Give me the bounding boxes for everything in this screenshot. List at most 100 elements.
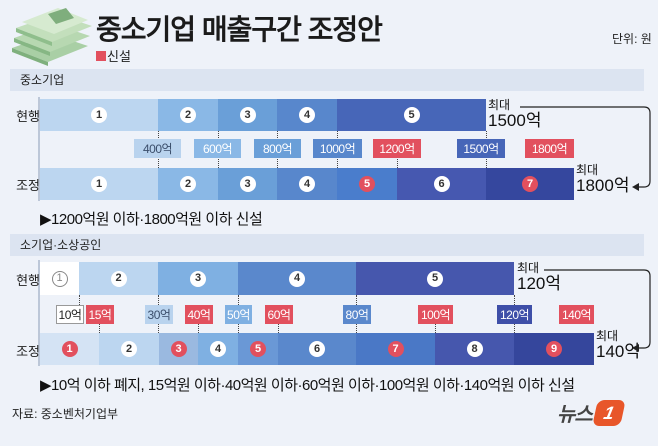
row-label-current: 현행: [16, 273, 40, 288]
bar-adjusted-sme: 1 2 3 4 5 6 7: [40, 168, 574, 200]
segment-number: 5: [427, 270, 443, 287]
legend-new: 신설: [96, 46, 131, 65]
segment-number: 1: [51, 270, 68, 287]
section-title-sme: 중소기업: [10, 69, 644, 91]
page-title: 중소기업 매출구간 조정안: [96, 14, 383, 45]
segment: 4: [198, 333, 238, 365]
threshold-tag: 1000억: [313, 139, 362, 158]
news1-logo: 뉴스 1: [557, 398, 626, 427]
segment: 2: [99, 333, 159, 365]
segment: 2: [158, 168, 218, 200]
logo-text: 뉴스: [557, 404, 593, 426]
segment-number: 1: [91, 107, 107, 123]
segment-number: 4: [299, 176, 315, 192]
money-stack-icon: [12, 8, 92, 66]
bar-current-sme: 1 2 3 4 5: [40, 99, 486, 131]
segment: 1: [40, 99, 158, 131]
segment-number-new: 5: [359, 176, 375, 192]
segment-new: 5: [238, 333, 278, 365]
segment-number: 3: [190, 270, 206, 287]
max-label: 최대: [517, 261, 540, 275]
source-text: 자료: 중소벤처기업부: [12, 407, 119, 421]
segment-number: 4: [289, 270, 305, 287]
segment-number: 2: [110, 270, 127, 287]
threshold-tag-new: 15억: [86, 305, 114, 324]
threshold-tag-new: 100억: [418, 305, 453, 324]
note-sme: ▶1200억원 이하·1800억원 이하 신설: [40, 211, 263, 228]
segment-number-new: 1: [61, 341, 78, 357]
segment: 3: [158, 262, 238, 295]
segment-number: 3: [239, 176, 256, 192]
segment-number: 2: [180, 107, 196, 123]
segment: 1: [40, 168, 158, 200]
threshold-tag: 1500억: [457, 139, 505, 158]
segment: 4: [238, 262, 356, 295]
segment-number: 1: [91, 176, 107, 192]
segment: 3: [218, 168, 277, 200]
segment-number: 2: [121, 341, 137, 357]
segment-number: 4: [210, 341, 226, 357]
row-label-current: 현행: [16, 109, 40, 124]
threshold-tag: 30억: [145, 305, 173, 324]
segment-number: 5: [403, 107, 420, 123]
segment-number-new: 7: [387, 341, 404, 357]
segment-number: 6: [309, 341, 325, 357]
max-current-sme: 최대 1500억: [488, 99, 541, 129]
tick: [435, 322, 436, 333]
segment: 4: [277, 99, 337, 131]
segment-new: 7: [486, 168, 574, 200]
max-adjusted-small-business: 최대 140억: [596, 330, 640, 360]
max-adjusted-sme: 최대 1800억: [576, 164, 629, 194]
row-label-adjusted: 조정: [16, 178, 40, 193]
max-label: 최대: [576, 163, 599, 177]
tick: [278, 322, 279, 333]
new-color-swatch-icon: [96, 50, 106, 61]
threshold-tag-new: 60억: [265, 305, 293, 324]
segment-new: 1: [40, 333, 99, 365]
segment-new: 5: [337, 168, 397, 200]
unit-label: 단위: 원: [612, 32, 652, 46]
threshold-tag-new: 140억: [559, 305, 594, 324]
arrow-icon: [544, 269, 651, 352]
segment-number-new: 7: [522, 176, 538, 192]
tick: [397, 159, 398, 168]
segment: 6: [397, 168, 486, 200]
bar-adjusted-small-business: 1 2 3 4 5 6 7 8 9: [40, 333, 594, 365]
segment: 5: [356, 262, 514, 295]
segment-number: 8: [466, 341, 483, 357]
axis-line: [38, 97, 40, 201]
segment: 5: [337, 99, 486, 131]
max-label: 최대: [596, 329, 619, 343]
tick: [198, 322, 199, 333]
threshold-tag: 120억: [497, 305, 532, 324]
note-small-business: ▶10억 이하 폐지, 15억원 이하·40억원 이하·60억원 이하·100억…: [40, 377, 575, 394]
threshold-tag: 50억: [225, 305, 252, 324]
threshold-tag-new: 1200억: [373, 139, 421, 158]
axis-line: [38, 260, 40, 366]
max-value: 1800억: [576, 175, 630, 195]
segment-number: 6: [433, 176, 450, 192]
segment: 8: [435, 333, 514, 365]
section-title-small-business: 소기업·소상공인: [10, 234, 644, 256]
max-value: 120억: [517, 273, 562, 293]
segment-number: 2: [180, 176, 196, 192]
segment-number: 3: [239, 107, 256, 123]
tick: [79, 295, 80, 305]
max-value: 1500억: [488, 110, 542, 130]
threshold-tag: 80억: [343, 305, 371, 324]
segment: 3: [218, 99, 277, 131]
segment: 4: [277, 168, 337, 200]
bar-current-small-business: 1 2 3 4 5: [40, 262, 514, 295]
threshold-tag: 400억: [134, 139, 181, 158]
segment: 1: [40, 262, 79, 295]
segment-new: 7: [356, 333, 435, 365]
segment-number: 4: [299, 107, 315, 123]
segment-number-new: 5: [250, 341, 266, 357]
row-label-adjusted: 조정: [16, 344, 40, 359]
logo-mark-icon: 1: [592, 399, 626, 426]
max-current-small-business: 최대 120억: [517, 262, 561, 292]
segment-number-new: 3: [170, 341, 187, 357]
threshold-tag: 800억: [254, 139, 301, 158]
max-value: 140억: [596, 341, 641, 361]
segment-number-new: 9: [546, 341, 562, 357]
